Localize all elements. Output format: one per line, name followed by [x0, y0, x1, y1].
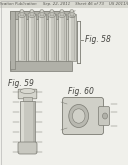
Bar: [33, 102, 35, 147]
Ellipse shape: [28, 13, 35, 17]
Bar: [50, 11, 54, 16]
Ellipse shape: [72, 109, 85, 123]
Bar: [23, 97, 32, 102]
Bar: [28, 14, 35, 61]
Ellipse shape: [70, 10, 73, 13]
Bar: [63, 15, 65, 60]
Bar: [39, 15, 41, 60]
Bar: [10, 11, 72, 19]
Bar: [24, 15, 25, 60]
Bar: [20, 11, 24, 16]
Bar: [73, 15, 75, 60]
FancyBboxPatch shape: [18, 142, 37, 154]
Bar: [10, 11, 15, 69]
Bar: [69, 15, 71, 60]
Ellipse shape: [103, 113, 108, 119]
Bar: [49, 15, 51, 60]
Bar: [40, 11, 44, 16]
Ellipse shape: [50, 10, 54, 13]
Bar: [10, 61, 72, 71]
Bar: [12, 11, 70, 69]
Bar: [59, 15, 61, 60]
Bar: [34, 15, 35, 60]
Text: Patent Application Publication     Sep. 22, 2011    Sheet 46 of 73    US 2011/02: Patent Application Publication Sep. 22, …: [0, 2, 128, 6]
Bar: [60, 11, 63, 16]
Ellipse shape: [38, 13, 45, 17]
Ellipse shape: [58, 13, 66, 17]
Bar: [58, 14, 66, 61]
Ellipse shape: [18, 13, 25, 17]
Text: Fig. 58: Fig. 58: [85, 35, 111, 45]
Ellipse shape: [69, 104, 89, 128]
Ellipse shape: [40, 10, 44, 13]
Ellipse shape: [48, 13, 56, 17]
Bar: [30, 11, 34, 16]
Bar: [44, 15, 45, 60]
Bar: [0, 0, 128, 8]
FancyBboxPatch shape: [99, 106, 109, 126]
Bar: [70, 11, 73, 16]
Bar: [18, 14, 25, 61]
Bar: [48, 14, 56, 61]
Ellipse shape: [60, 10, 63, 13]
Ellipse shape: [68, 13, 76, 17]
Text: Fig. 59: Fig. 59: [8, 80, 34, 88]
Bar: [68, 14, 76, 61]
Bar: [20, 101, 35, 148]
Bar: [29, 15, 31, 60]
Bar: [21, 102, 24, 147]
Ellipse shape: [20, 10, 24, 13]
Bar: [54, 15, 55, 60]
FancyBboxPatch shape: [18, 89, 37, 99]
Text: Fig. 60: Fig. 60: [68, 87, 94, 97]
Ellipse shape: [30, 10, 34, 13]
Bar: [19, 15, 21, 60]
FancyBboxPatch shape: [62, 98, 104, 134]
Bar: [38, 14, 45, 61]
Ellipse shape: [20, 88, 35, 94]
